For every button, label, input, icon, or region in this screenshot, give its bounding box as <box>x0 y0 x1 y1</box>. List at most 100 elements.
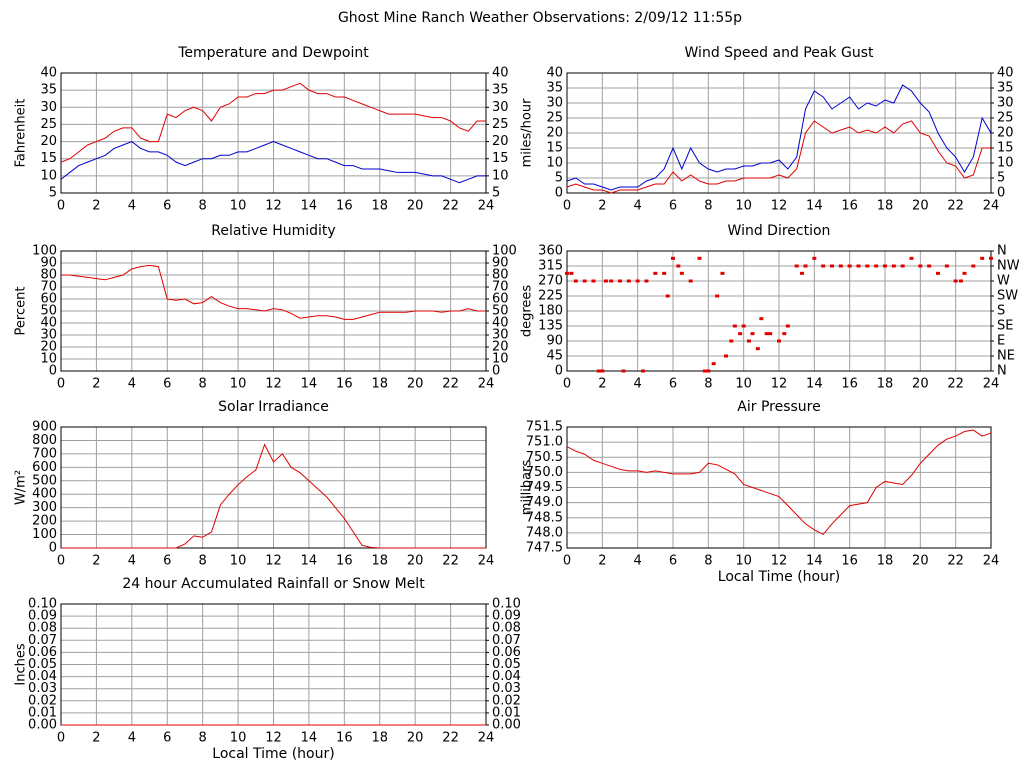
point <box>847 264 852 268</box>
y2-tick-label: 70 <box>492 280 509 295</box>
x-tick-label: 22 <box>442 731 459 746</box>
y-tick-label: 600 <box>32 460 57 475</box>
plot-frame <box>566 250 992 372</box>
x-tick-label: 16 <box>336 377 353 392</box>
y2-tick-label: 35 <box>492 83 509 98</box>
point <box>812 256 817 260</box>
point <box>596 369 601 373</box>
y2-tick-label: 0.08 <box>492 621 521 636</box>
x-tick-label: 8 <box>704 199 712 214</box>
point <box>980 256 985 260</box>
x-tick-label: 0 <box>57 377 65 392</box>
y-tick-label: 0.04 <box>28 669 57 684</box>
x-tick-label: 20 <box>407 199 424 214</box>
x-tick-label: 22 <box>947 199 964 214</box>
point <box>794 264 799 268</box>
x-tick-label: 20 <box>407 377 424 392</box>
y2-tick-label: 90 <box>492 256 509 271</box>
point <box>702 369 707 373</box>
point <box>644 279 649 283</box>
point <box>958 279 963 283</box>
y-axis-label: Percent <box>14 287 29 336</box>
x-tick-label: 12 <box>265 554 282 569</box>
y-axis-label: Inches <box>14 643 29 685</box>
y-tick-label: 750.5 <box>526 450 563 465</box>
point <box>830 264 834 268</box>
y2-tick-label: 0 <box>492 364 500 379</box>
x-tick-label: 24 <box>983 199 1000 214</box>
x-tick-label: 2 <box>598 554 606 569</box>
y2-tick-label: 100 <box>492 244 517 259</box>
x-tick-label: 6 <box>669 554 677 569</box>
x-tick-label: 0 <box>57 199 65 214</box>
y-tick-label: 10 <box>40 352 57 367</box>
point <box>799 271 804 275</box>
x-tick-label: 4 <box>128 731 136 746</box>
x-tick-label: 14 <box>301 731 318 746</box>
y-tick-label: 5 <box>555 171 563 186</box>
y-tick-label: 270 <box>538 274 563 289</box>
x-tick-label: 22 <box>442 377 459 392</box>
point <box>782 332 787 336</box>
y2-tick-label: SE <box>997 319 1013 334</box>
point <box>738 332 743 336</box>
x-tick-label: 12 <box>771 199 788 214</box>
point <box>891 264 896 268</box>
y-tick-label: 0.07 <box>28 633 57 648</box>
chart-title: Relative Humidity <box>211 223 335 239</box>
y2-tick-label: 0.02 <box>492 693 521 708</box>
y-tick-label: 20 <box>40 134 57 149</box>
y-tick-label: 20 <box>40 340 57 355</box>
y2-tick-label: 30 <box>492 328 509 343</box>
y-tick-label: 0.10 <box>28 597 57 612</box>
point <box>720 271 725 275</box>
y-tick-label: 748.5 <box>526 510 563 525</box>
x-tick-label: 8 <box>704 554 712 569</box>
x-tick-label: 4 <box>634 377 642 392</box>
x-tick-label: 0 <box>563 554 571 569</box>
y-tick-label: 70 <box>40 280 57 295</box>
x-tick-label: 18 <box>877 554 894 569</box>
x-tick-label: 10 <box>230 199 247 214</box>
point <box>746 339 751 343</box>
y2-tick-label: E <box>997 334 1005 349</box>
y-tick-label: 30 <box>40 328 57 343</box>
y-tick-label: 5 <box>49 186 57 201</box>
x-axis-label: Local Time (hour) <box>212 746 334 762</box>
x-tick-label: 18 <box>877 377 894 392</box>
point <box>591 279 596 283</box>
y2-tick-label: 15 <box>997 141 1014 156</box>
x-tick-label: 6 <box>163 554 171 569</box>
x-tick-label: 14 <box>806 554 823 569</box>
y-tick-label: 45 <box>546 349 563 364</box>
point <box>874 264 879 268</box>
series-line <box>61 443 486 549</box>
point <box>777 339 781 343</box>
y-axis-label: degrees <box>520 285 535 338</box>
y2-tick-label: W <box>997 274 1010 289</box>
y2-tick-label: 0.01 <box>492 705 521 720</box>
y-tick-label: 0.03 <box>28 681 57 696</box>
y2-tick-label: NW <box>997 259 1020 274</box>
chart-title: Wind Speed and Peak Gust <box>685 45 874 61</box>
y-tick-label: 10 <box>546 156 563 171</box>
point <box>609 279 614 283</box>
y-tick-label: 100 <box>32 244 57 259</box>
x-tick-label: 2 <box>92 199 100 214</box>
x-tick-label: 22 <box>442 199 459 214</box>
series-line <box>60 82 486 163</box>
y-axis-label: miles/hour <box>520 98 535 167</box>
point <box>676 264 681 268</box>
point <box>732 324 737 328</box>
y-tick-label: 200 <box>32 514 57 529</box>
point <box>565 271 569 275</box>
y-tick-label: 747.5 <box>526 541 563 556</box>
x-tick-label: 8 <box>704 377 712 392</box>
y2-tick-label: 0.04 <box>492 669 521 684</box>
point <box>640 369 645 373</box>
x-tick-label: 6 <box>163 731 171 746</box>
point <box>665 294 670 298</box>
x-tick-label: 16 <box>336 554 353 569</box>
x-tick-label: 22 <box>947 554 964 569</box>
